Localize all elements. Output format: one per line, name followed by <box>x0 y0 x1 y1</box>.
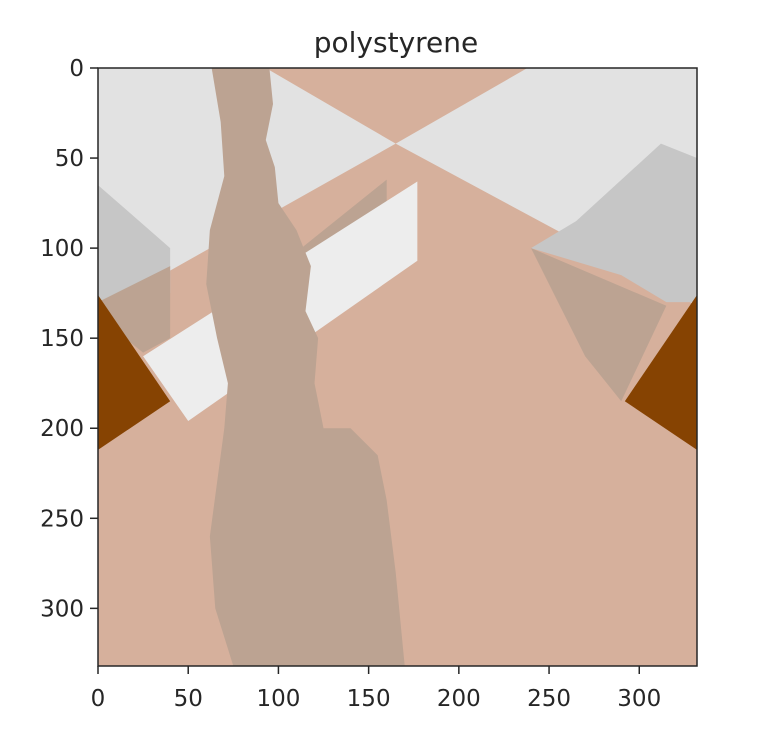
x-axis: 0 50 100 150 200 250 300 <box>91 666 661 712</box>
y-tick-label: 50 <box>55 146 84 172</box>
heatmap-image <box>98 68 697 666</box>
region-right-gray-patch <box>531 143 697 303</box>
region-left-gray-patch <box>98 185 171 303</box>
x-tick-label: 0 <box>91 686 106 712</box>
region-left-dark-triangle <box>98 294 171 450</box>
x-tick-label: 250 <box>527 686 571 712</box>
y-tick-label: 200 <box>40 416 84 442</box>
plot-frame <box>97 67 698 667</box>
region-central-column <box>206 68 405 666</box>
y-tick-label: 0 <box>69 56 84 82</box>
x-tick-label: 50 <box>174 686 203 712</box>
region-left-overlap-patch <box>98 266 171 353</box>
y-axis: 0 50 100 150 200 250 300 <box>40 56 98 622</box>
y-tick-label: 300 <box>40 596 84 622</box>
x-tick-label: 300 <box>617 686 661 712</box>
x-tick-label: 100 <box>256 686 300 712</box>
chart-title: polystyrene <box>314 26 479 59</box>
y-tick-label: 250 <box>40 506 84 532</box>
x-tick-label: 150 <box>347 686 391 712</box>
x-tick-label: 200 <box>437 686 481 712</box>
y-tick-label: 150 <box>40 326 84 352</box>
region-right-dark-triangle <box>624 294 697 450</box>
y-tick-label: 100 <box>40 236 84 262</box>
region-right-overlap-patch <box>531 248 667 402</box>
